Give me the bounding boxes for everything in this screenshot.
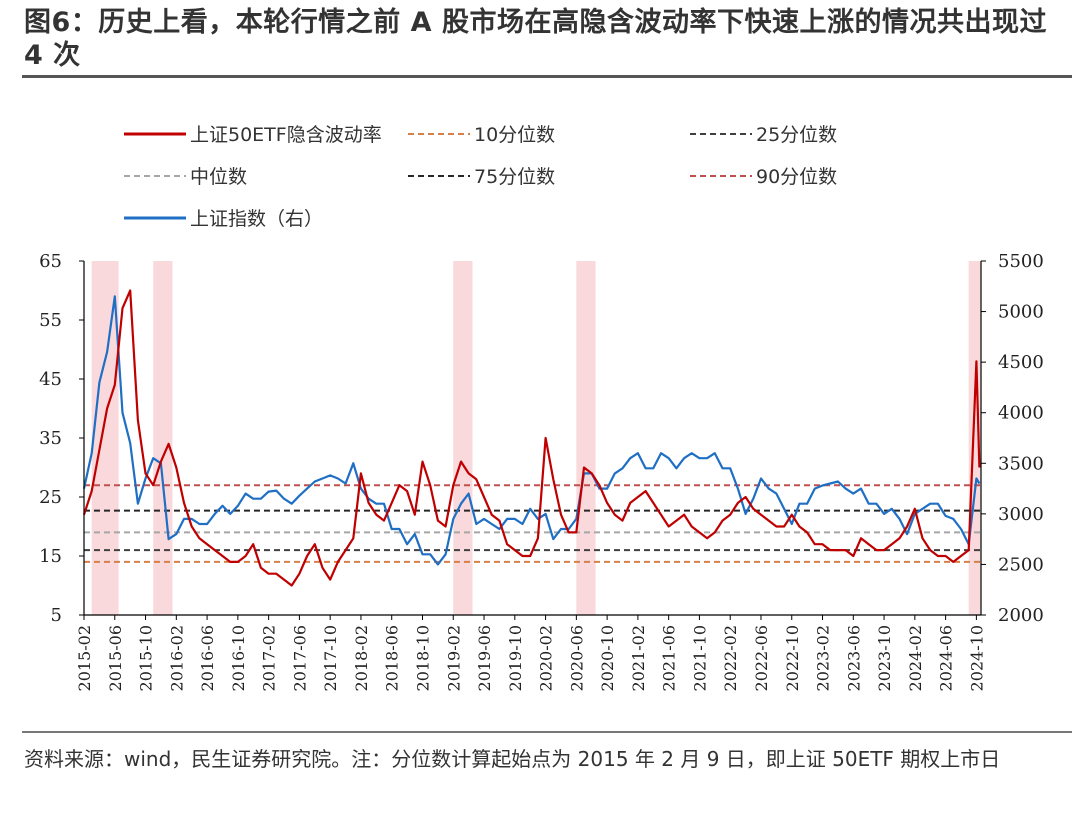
title-divider [22, 75, 1072, 78]
x-tick-label: 2015-02 [75, 625, 94, 691]
legend-label: 上证50ETF隐含波动率 [190, 124, 382, 146]
legend-label: 25分位数 [756, 124, 837, 146]
x-tick-label: 2023-10 [875, 625, 894, 691]
x-tick-label: 2024-06 [937, 625, 956, 691]
source-note: 资料来源：wind，民生证券研究院。注：分位数计算起始点为 2015 年 2 月… [24, 747, 1001, 771]
y-left-tick-label: 45 [39, 369, 62, 390]
x-tick-label: 2017-10 [321, 625, 340, 691]
shaded-period [91, 261, 119, 615]
x-tick-label: 2016-10 [229, 625, 248, 691]
chart: 5 15 25 35 45 55 65 2000 2500 3000 3500 4000 4500 500… [39, 124, 1044, 691]
x-tick-label: 2019-10 [506, 625, 525, 691]
footer-divider [22, 731, 1072, 733]
series-line [82, 295, 981, 566]
x-tick-label: 2019-02 [444, 625, 463, 691]
axes: 5 15 25 35 45 55 65 2000 2500 3000 3500 4000 4500 500… [39, 251, 1044, 691]
y-left-tick-label: 55 [39, 310, 62, 331]
y-right-tick-label: 5000 [998, 302, 1044, 323]
x-tick-label: 2018-10 [413, 625, 432, 691]
x-tick-label: 2023-06 [844, 625, 863, 691]
shaded-period [576, 261, 596, 615]
x-tick-label: 2021-02 [629, 625, 648, 691]
legend-label: 90分位数 [756, 166, 837, 188]
y-left-tick-label: 65 [39, 251, 62, 272]
figure-title: 图6：历史上看，本轮行情之前 A 股市场在高隐含波动率下快速上涨的情况共出现过 … [24, 7, 1047, 71]
x-tick-label: 2022-06 [752, 625, 771, 691]
series-line [82, 289, 981, 587]
series-lines [82, 289, 981, 587]
x-tick-label: 2020-06 [567, 625, 586, 691]
x-tick-label: 2020-10 [598, 625, 617, 691]
x-tick-label: 2019-06 [475, 625, 494, 691]
x-tick-label: 2018-02 [352, 625, 371, 691]
x-tick-label: 2017-06 [290, 625, 309, 691]
legend-label: 上证指数（右） [190, 208, 323, 230]
y-right-tick-label: 3000 [998, 504, 1044, 525]
x-tick-label: 2016-02 [167, 625, 186, 691]
y-left-tick-label: 15 [39, 546, 62, 567]
legend-label: 75分位数 [474, 166, 555, 188]
y-right-tick-label: 2000 [998, 605, 1044, 626]
x-tick-label: 2024-10 [967, 625, 986, 691]
x-tick-label: 2021-06 [660, 625, 679, 691]
x-tick-label: 2024-02 [906, 625, 925, 691]
x-tick-label: 2018-06 [383, 625, 402, 691]
y-right-tick-label: 5500 [998, 251, 1044, 272]
x-tick-label: 2022-02 [721, 625, 740, 691]
x-tick-label: 2016-06 [198, 625, 217, 691]
y-left-tick-label: 25 [39, 487, 62, 508]
legend-label: 中位数 [190, 166, 247, 188]
shaded-periods [91, 261, 981, 615]
y-left-tick-label: 35 [39, 428, 62, 449]
x-tick-label: 2022-10 [783, 625, 802, 691]
y-right-tick-label: 4000 [998, 403, 1044, 424]
x-tick-label: 2023-02 [814, 625, 833, 691]
y-left-tick-label: 5 [51, 605, 62, 626]
shaded-period [968, 261, 981, 615]
y-right-tick-label: 3500 [998, 453, 1044, 474]
y-right-tick-label: 4500 [998, 352, 1044, 373]
y-right-tick-label: 2500 [998, 554, 1044, 575]
x-tick-label: 2021-10 [690, 625, 709, 691]
x-tick-label: 2020-02 [537, 625, 556, 691]
x-tick-label: 2017-02 [260, 625, 279, 691]
legend-label: 10分位数 [474, 124, 555, 146]
x-tick-label: 2015-10 [137, 625, 156, 691]
shaded-period [453, 261, 473, 615]
x-tick-label: 2015-06 [106, 625, 125, 691]
